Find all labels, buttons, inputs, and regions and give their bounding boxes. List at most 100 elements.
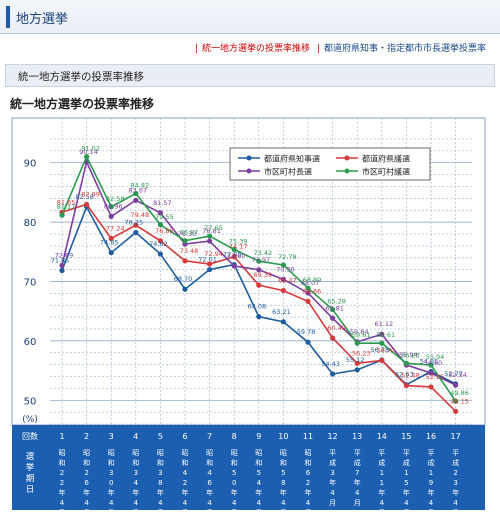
data-point-都道府県知事選 bbox=[354, 367, 360, 373]
data-label: 79.48 bbox=[130, 211, 149, 219]
x-date-label-char: 成 bbox=[452, 458, 459, 467]
data-label: 73.42 bbox=[253, 249, 272, 257]
x-date-label-char: 昭 bbox=[83, 449, 90, 457]
data-label: 52.54 bbox=[448, 371, 467, 379]
data-label: 68.89 bbox=[303, 276, 322, 284]
x-date-label-char: 昭 bbox=[305, 449, 312, 457]
x-date-label-char: 4 bbox=[158, 499, 163, 507]
data-label: 66.66 bbox=[303, 287, 322, 295]
y-tick-label: 90 bbox=[24, 159, 37, 170]
x-date-label-char: 3 bbox=[134, 469, 138, 477]
data-point-都道府県議選 bbox=[280, 287, 286, 294]
legend-label: 市区町村長選 bbox=[264, 167, 312, 177]
data-label: 73.48 bbox=[180, 247, 199, 255]
data-label: 52.63 bbox=[395, 371, 414, 379]
x-date-label-char: 和 bbox=[182, 458, 189, 467]
y-tick-label: 70 bbox=[24, 278, 37, 289]
x-date-label-char: 1 bbox=[404, 469, 408, 477]
data-point-市区町村議選 bbox=[305, 285, 311, 291]
x-date-label-char: 2 bbox=[60, 469, 64, 477]
x-tick-label: 11 bbox=[303, 432, 313, 441]
x-date-label-char: 4 bbox=[134, 499, 139, 507]
data-point-都道府県議選 bbox=[256, 282, 262, 288]
x-tick-label: 9 bbox=[256, 432, 261, 441]
data-point-市区町村長選 bbox=[330, 315, 336, 321]
x-date-label-char: 4 bbox=[404, 499, 409, 507]
x-date-label-char: 月 bbox=[83, 509, 90, 512]
x-date-label-char: 2 bbox=[306, 479, 310, 487]
data-label: 76.30 bbox=[178, 230, 197, 238]
x-date-label-char: 年 bbox=[231, 488, 238, 497]
y-tick-label: 50 bbox=[24, 396, 37, 407]
data-label: 59.84 bbox=[350, 328, 369, 336]
x-date-label-char: 月 bbox=[329, 499, 336, 507]
data-point-市区町村議選 bbox=[453, 398, 459, 404]
x-date-label-char: 平 bbox=[378, 449, 385, 457]
data-label: 77.65 bbox=[204, 224, 223, 232]
x-date-label-char: 年 bbox=[59, 488, 66, 497]
x-date-label-char: 3 bbox=[158, 469, 162, 477]
x-date-label-char: 昭 bbox=[108, 449, 115, 457]
x-date-label-char: 年 bbox=[452, 488, 459, 497]
data-point-都道府県議選 bbox=[108, 235, 114, 242]
x-date-label-char: 4 bbox=[207, 469, 212, 477]
data-label: 54.43 bbox=[321, 360, 340, 368]
data-point-市区町村議選 bbox=[157, 222, 163, 228]
data-point-都道府県議選 bbox=[84, 201, 90, 207]
x-date-label-char: 5 bbox=[281, 469, 285, 477]
x-date-label-char: 和 bbox=[280, 458, 287, 467]
x-date-label-char: 年 bbox=[354, 478, 361, 487]
data-point-都道府県議選 bbox=[330, 335, 336, 341]
data-label: 71.85 bbox=[51, 257, 70, 265]
x-tick-label: 4 bbox=[133, 432, 138, 441]
x-date-label-char: 3 bbox=[453, 479, 457, 487]
data-point-都道府県議選 bbox=[428, 384, 434, 390]
data-point-都道府県知事選 bbox=[108, 250, 114, 256]
x-date-label-char: 月 bbox=[403, 509, 410, 512]
data-point-市区町村議選 bbox=[428, 362, 434, 368]
data-point-市区町村長選 bbox=[256, 267, 262, 273]
data-point-市区町村議選 bbox=[108, 204, 114, 210]
x-date-label-char: 4 bbox=[257, 499, 262, 507]
data-label: 72.94 bbox=[204, 250, 223, 258]
data-label: 68.47 bbox=[278, 277, 297, 285]
x-date-label-char: 3 bbox=[330, 469, 334, 477]
x-date-label-char: 月 bbox=[231, 509, 238, 512]
page-header: 地方選挙 bbox=[0, 0, 500, 34]
data-label: 82.58 bbox=[75, 193, 94, 201]
legend-marker bbox=[246, 155, 252, 161]
x-date-label-char: 2 bbox=[60, 479, 64, 487]
data-point-市区町村長選 bbox=[207, 238, 213, 244]
data-label: 74.62 bbox=[149, 240, 168, 248]
x-tick-label: 14 bbox=[377, 432, 387, 441]
legend-label: 都道府県議選 bbox=[362, 154, 410, 164]
data-label: 63.81 bbox=[325, 304, 344, 312]
data-point-市区町村議選 bbox=[403, 360, 409, 366]
data-point-市区町村議選 bbox=[84, 154, 90, 160]
x-date-label-char: 4 bbox=[84, 499, 89, 507]
data-label: 55.94 bbox=[399, 351, 418, 359]
link-turnout-trend[interactable]: 統一地方選挙の投票率推移 bbox=[202, 44, 311, 54]
x-tick-label: 1 bbox=[59, 432, 64, 441]
x-date-label-char: 1 bbox=[429, 469, 433, 477]
data-point-都道府県知事選 bbox=[157, 251, 163, 257]
section-title: 統一地方選挙の投票率推移 bbox=[18, 71, 144, 83]
data-point-都道府県知事選 bbox=[207, 266, 213, 273]
data-point-都道府県議選 bbox=[182, 258, 188, 264]
data-label: 59.61 bbox=[352, 331, 371, 339]
x-period-label-char: 期 bbox=[26, 474, 35, 484]
data-point-都道府県議選 bbox=[231, 254, 237, 260]
x-date-label-char: 9 bbox=[429, 479, 433, 487]
x-date-label-char: 4 bbox=[183, 469, 188, 477]
x-date-label-char: 昭 bbox=[182, 449, 189, 457]
data-label: 55.12 bbox=[346, 356, 365, 364]
data-point-市区町村議選 bbox=[182, 238, 188, 244]
data-point-市区町村議選 bbox=[330, 306, 336, 313]
x-date-label-char: 月 bbox=[59, 509, 66, 512]
data-point-都道府県議選 bbox=[354, 360, 360, 366]
x-date-label-char: 平 bbox=[403, 449, 410, 457]
legend-label: 都道府県知事選 bbox=[264, 154, 320, 164]
link-governor-mayor-turnout[interactable]: 都道府県知事・指定都市市長選挙投票率 bbox=[323, 44, 486, 54]
x-date-label-char: 4 bbox=[207, 499, 212, 507]
data-label: 68.07 bbox=[301, 279, 320, 287]
